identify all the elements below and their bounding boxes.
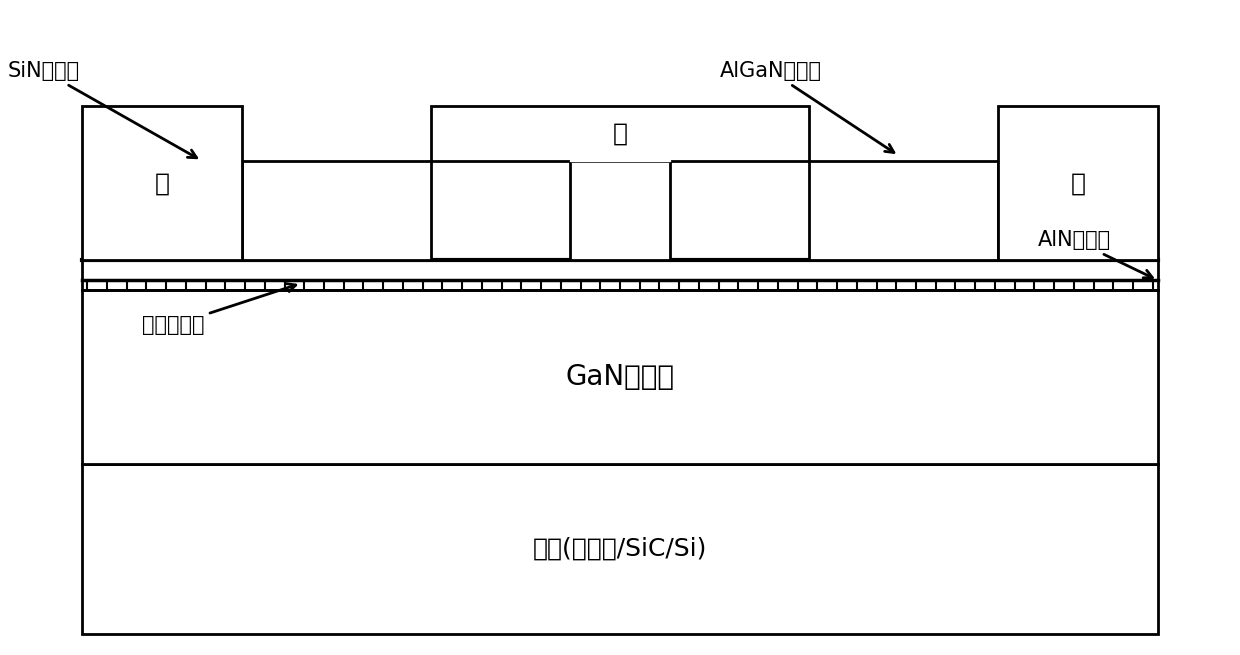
Text: 二维电子气: 二维电子气 (143, 284, 296, 335)
Text: AlN插入层: AlN插入层 (1038, 231, 1152, 278)
Text: SiN钝化层: SiN钝化层 (7, 61, 197, 158)
Bar (570, 160, 670, 260)
Text: AlGaN势垒层: AlGaN势垒层 (719, 61, 894, 153)
Text: 源: 源 (155, 171, 170, 195)
Bar (430, 106, 810, 160)
Text: 衬底(蓝宝石/SiC/Si): 衬底(蓝宝石/SiC/Si) (533, 537, 707, 561)
Text: GaN缓冲层: GaN缓冲层 (565, 364, 675, 391)
Text: 漏: 漏 (1070, 171, 1085, 195)
Text: 栅: 栅 (613, 121, 627, 145)
Bar (998, 106, 1158, 260)
Bar (810, 160, 998, 260)
Bar (82, 464, 1158, 633)
Bar (82, 106, 242, 260)
Bar (242, 160, 430, 260)
Bar (82, 290, 1158, 464)
